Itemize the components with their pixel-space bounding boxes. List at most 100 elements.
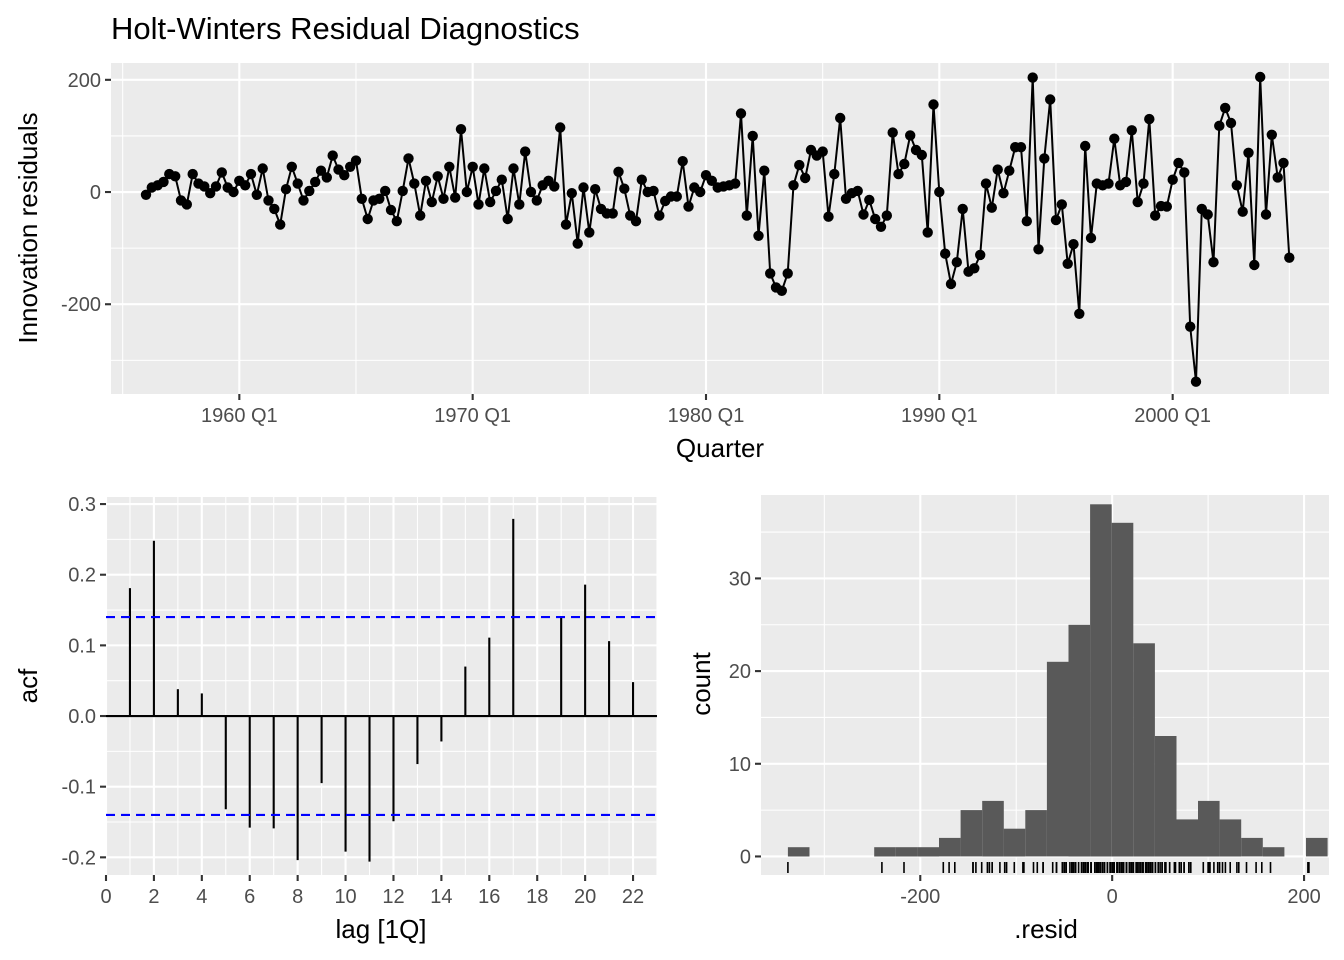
residual-point [438, 193, 449, 204]
residual-point [1126, 125, 1138, 136]
histogram-x-tick-label: 0 [1107, 886, 1118, 908]
residual-point [560, 219, 572, 230]
residual-point [590, 184, 601, 195]
residual-point [467, 161, 478, 172]
residual-point [1190, 376, 1202, 387]
residual-point [969, 263, 980, 274]
acf-x-tick-label: 18 [526, 886, 548, 908]
acf-y-tick-label: -0.2 [62, 847, 96, 869]
residuals-series [140, 71, 1295, 387]
residual-point [934, 186, 945, 198]
histogram-y-axis-title: count [686, 651, 716, 715]
residual-point [1179, 167, 1190, 178]
residual-point [350, 155, 362, 166]
acf-x-tick-label: 22 [622, 886, 644, 908]
residual-point [800, 172, 811, 184]
residual-point [695, 186, 706, 198]
residual-point [1085, 232, 1097, 244]
residual-point [199, 181, 210, 192]
histogram-bar [1025, 810, 1047, 857]
residual-point [566, 188, 577, 199]
residual-point [356, 193, 367, 204]
acf-y-axis-title: acf [13, 668, 43, 703]
residuals-panel: -200 0 200 1960 Q1 1970 Q1 1980 Q1 1990 Q1 2000… [13, 63, 1329, 463]
acf-x-tick-label: 20 [574, 886, 596, 908]
residual-point [514, 199, 525, 210]
acf-x-tick-label: 8 [292, 886, 303, 908]
residuals-y-tick-label: 200 [68, 70, 101, 92]
residual-point [210, 181, 222, 192]
residual-point [455, 124, 467, 135]
acf-y-tick-label: 0.1 [68, 635, 96, 657]
residual-point [240, 180, 251, 191]
residual-point [1202, 209, 1213, 220]
residual-point [992, 164, 1003, 175]
residual-point [426, 196, 437, 208]
histogram-y-tick-label: 0 [740, 846, 751, 868]
residual-point [502, 213, 513, 225]
residual-point [858, 209, 869, 220]
residual-point [852, 185, 863, 197]
residual-point [584, 227, 595, 238]
histogram-bar [1111, 522, 1134, 857]
residual-point [531, 195, 542, 206]
acf-x-tick-label: 14 [430, 886, 452, 908]
residual-point [928, 99, 939, 110]
acf-series [106, 518, 657, 862]
residuals-y-axis-title: Innovation residuals [13, 112, 43, 343]
residual-point [520, 146, 531, 157]
residual-point [753, 230, 764, 241]
acf-x-tick-label: 16 [478, 886, 500, 908]
residual-point [1015, 142, 1027, 153]
residual-point [1260, 209, 1272, 220]
histogram-bar [1306, 837, 1328, 857]
histogram-bar [1176, 819, 1198, 857]
residual-point [310, 176, 321, 188]
histogram-panel: 0 10 20 30 -200 0 200 .resid count [686, 495, 1329, 944]
residual-point [391, 216, 402, 227]
residual-point [630, 216, 642, 227]
histogram-bar [874, 847, 896, 857]
residual-point [1120, 176, 1132, 188]
residual-point [870, 213, 881, 225]
residual-point [432, 171, 443, 182]
acf-panel-background [106, 497, 657, 875]
residual-point [899, 158, 910, 170]
residual-point [794, 159, 805, 171]
residuals-y-tick-label: 0 [90, 182, 101, 204]
residual-point [788, 180, 799, 191]
residuals-axes: -200 0 200 1960 Q1 1970 Q1 1980 Q1 1990 Q1 2000… [61, 70, 1211, 427]
residual-point [887, 127, 898, 138]
histogram-x-axis-title: .resid [1014, 914, 1078, 944]
histogram-series [787, 504, 1328, 873]
residual-point [409, 178, 420, 189]
acf-y-tick-label: 0.2 [68, 565, 96, 587]
histogram-bar [1068, 624, 1091, 857]
residual-point [1144, 113, 1155, 125]
residual-point [1255, 71, 1266, 83]
residual-point [420, 175, 432, 186]
residual-point [1173, 157, 1184, 169]
histogram-bar [1133, 643, 1155, 857]
residual-point [1161, 201, 1173, 212]
residual-point [415, 210, 426, 221]
residual-point [444, 161, 455, 172]
residual-point [706, 175, 717, 186]
residual-point [1039, 153, 1050, 164]
acf-x-tick-label: 4 [196, 886, 207, 908]
residual-point [1021, 216, 1032, 227]
residual-point [269, 203, 280, 215]
residual-point [951, 257, 962, 268]
residual-point [170, 171, 181, 182]
residual-point [1237, 206, 1248, 217]
residual-point [263, 195, 274, 206]
acf-x-axis-title: lag [1Q] [335, 914, 426, 944]
residual-point [922, 227, 933, 238]
residual-point [140, 189, 152, 200]
histogram-y-tick-label: 10 [729, 754, 751, 776]
histogram-bar [1219, 819, 1242, 857]
residual-point [1284, 252, 1295, 263]
residual-point [525, 186, 537, 198]
histogram-bar [1090, 504, 1112, 857]
residual-point [1109, 133, 1120, 144]
